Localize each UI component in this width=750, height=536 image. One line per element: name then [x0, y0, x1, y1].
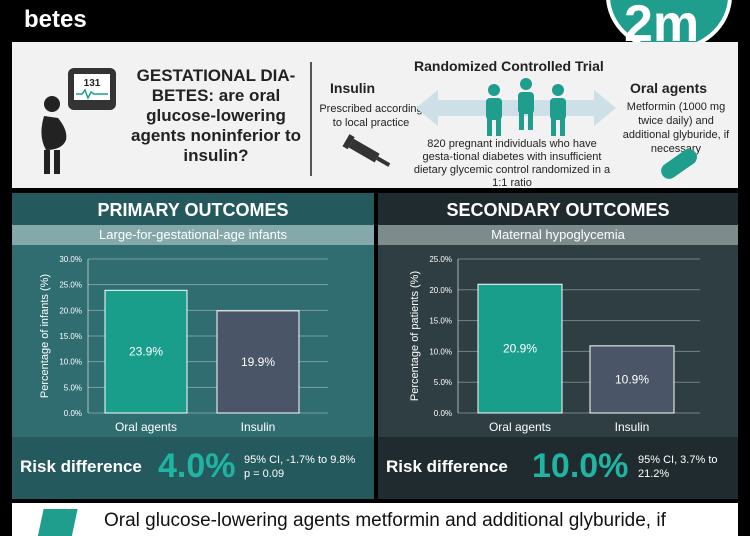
y-tick-label: 20.0%: [59, 306, 82, 315]
primary-heading: PRIMARY OUTCOMES: [12, 193, 374, 225]
secondary-bar-chart: 0.0% 5.0% 10.0% 15.0% 20.0% 25.0% Percentage o…: [409, 255, 700, 434]
bar: [216, 310, 300, 414]
primary-outcomes-panel: PRIMARY OUTCOMES Large-for-gestational-a…: [12, 193, 374, 499]
category-label: Insulin: [241, 420, 276, 434]
randomized-people-icon: [416, 78, 616, 136]
category-label: Insulin: [615, 420, 650, 434]
page-title: betes: [24, 6, 87, 33]
oral-agents-heading: Oral agents: [630, 80, 708, 96]
y-tick-label: 25.0%: [429, 255, 452, 264]
y-tick-label: 10.0%: [429, 347, 452, 356]
footer-text: Oral glucose-lowering agents metformin a…: [104, 510, 666, 531]
bar-value-label: 19.9%: [241, 355, 275, 369]
pill-icon: [661, 149, 697, 179]
monitor-value: 131: [84, 78, 101, 89]
secondary-heading: SECONDARY OUTCOMES: [378, 193, 738, 225]
category-label: Oral agents: [489, 420, 551, 434]
header-bar: betes 2m: [0, 0, 750, 53]
primary-p-value: p = 0.09: [244, 468, 285, 480]
bar: [477, 283, 563, 414]
syringe-icon: [342, 134, 391, 167]
intro-divider: [310, 62, 312, 176]
pregnant-monitor-icon: 131: [41, 68, 116, 174]
y-tick-label: 30.0%: [59, 255, 82, 264]
y-tick-label: 5.0%: [64, 383, 82, 392]
secondary-risk-section: Risk difference 10.0% 95% CI, 3.7% to 21…: [378, 437, 738, 499]
primary-risk-label: Risk difference: [20, 457, 142, 476]
y-tick-label: 5.0%: [434, 378, 452, 387]
insulin-description: Prescribed according to local practice: [319, 103, 423, 129]
primary-subheading: Large-for-gestational-age infants: [12, 225, 374, 245]
y-tick-label: 10.0%: [59, 358, 82, 367]
bar: [589, 345, 675, 414]
bar: [104, 289, 188, 414]
footer-accent-shape: [36, 509, 78, 536]
bar-value-label: 23.9%: [129, 345, 163, 359]
secondary-risk-label: Risk difference: [386, 457, 508, 476]
y-tick-label: 15.0%: [59, 332, 82, 341]
primary-ci: 95% CI, -1.7% to 9.8% p = 0.09: [244, 453, 384, 481]
secondary-outcomes-panel: SECONDARY OUTCOMES Maternal hypoglycemia…: [378, 193, 738, 499]
bar-value-label: 20.9%: [503, 342, 537, 356]
y-tick-label: 0.0%: [434, 409, 452, 418]
secondary-ci-text: 95% CI, 3.7% to 21.2%: [638, 454, 718, 480]
y-tick-label: 15.0%: [429, 317, 452, 326]
y-tick-label: 0.0%: [64, 409, 82, 418]
y-axis-label: Percentage of patients (%): [409, 271, 421, 401]
category-label: Oral agents: [115, 420, 177, 434]
y-tick-label: 25.0%: [59, 281, 82, 290]
trial-description: 820 pregnant individuals who have gesta-…: [413, 138, 611, 189]
oral-agents-description: Metformin (1000 mg twice daily) and addi…: [622, 101, 730, 155]
primary-bar-chart: 0.0% 5.0% 10.0% 15.0% 20.0% 25.0% 30.0% Percent…: [39, 255, 328, 434]
intro-panel: 131 GESTATIONAL DIA-BETES: are oral gluc…: [12, 42, 738, 189]
secondary-subheading: Maternal hypoglycemia: [378, 225, 738, 245]
insulin-heading: Insulin: [330, 80, 376, 96]
secondary-ci: 95% CI, 3.7% to 21.2%: [638, 453, 734, 481]
y-axis-label: Percentage of infants (%): [39, 274, 51, 398]
y-tick-label: 20.0%: [429, 286, 452, 295]
primary-risk-section: Risk difference 4.0% 95% CI, -1.7% to 9.…: [12, 437, 374, 499]
trial-heading: Randomized Controlled Trial: [414, 58, 604, 74]
secondary-risk-value: 10.0%: [532, 447, 629, 485]
study-question: GESTATIONAL DIA-BETES: are oral glucose-…: [131, 66, 301, 165]
footer-conclusion: Oral glucose-lowering agents metformin a…: [12, 503, 738, 536]
primary-ci-text: 95% CI, -1.7% to 9.8%: [244, 454, 356, 466]
primary-risk-value: 4.0%: [158, 447, 236, 485]
bar-value-label: 10.9%: [615, 372, 649, 386]
